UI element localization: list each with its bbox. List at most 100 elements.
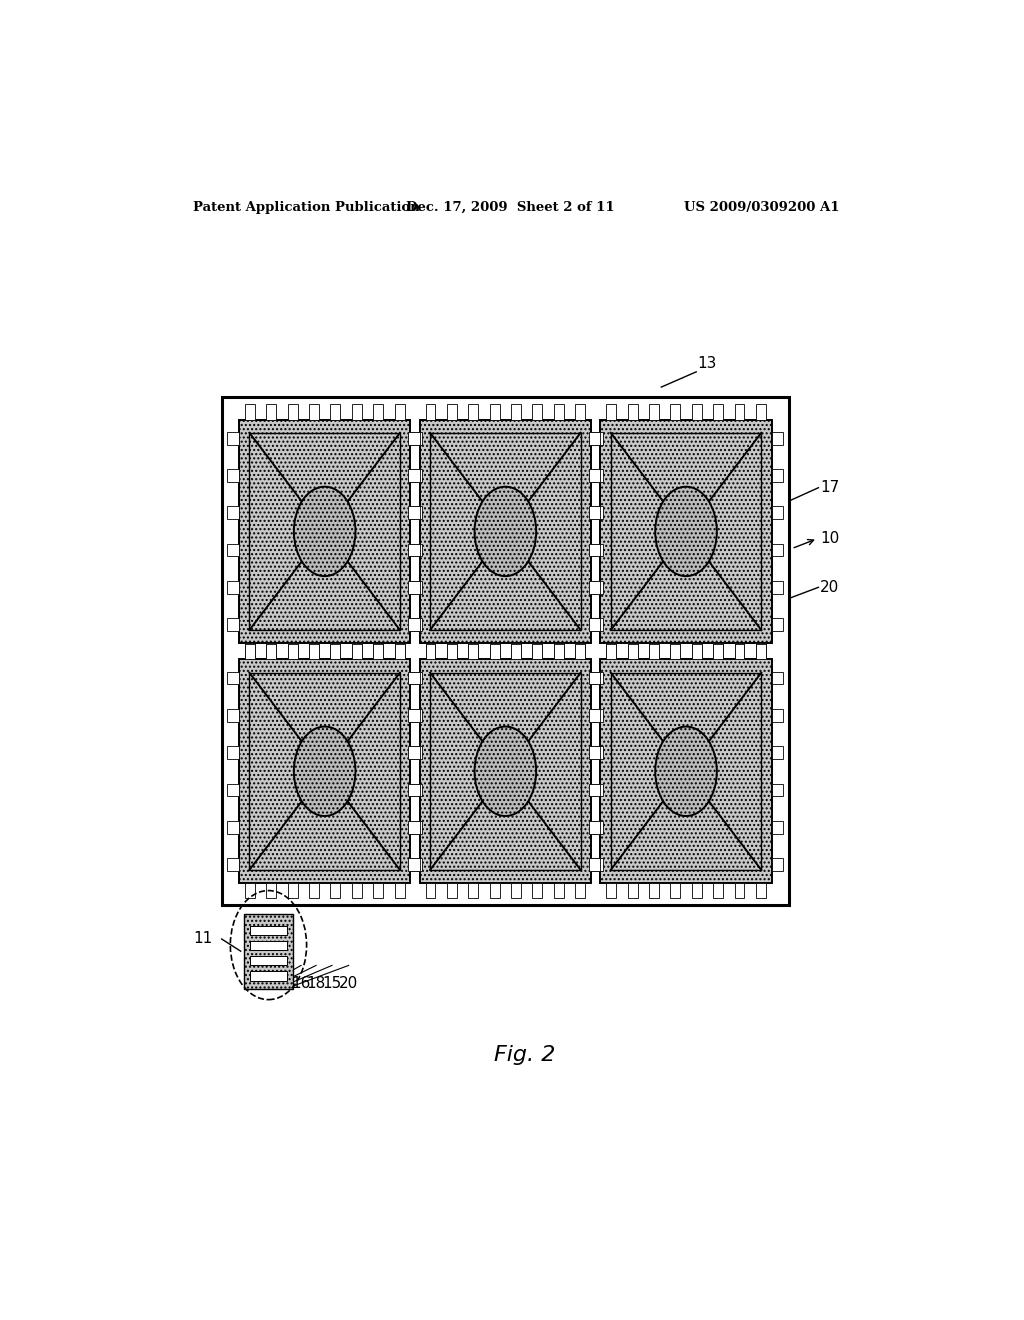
- Text: Fig. 2: Fig. 2: [495, 1045, 555, 1065]
- Bar: [394, 643, 404, 659]
- Bar: [772, 432, 783, 445]
- Bar: [468, 404, 478, 420]
- Bar: [591, 709, 603, 722]
- Bar: [606, 643, 616, 659]
- Bar: [772, 858, 783, 871]
- Bar: [554, 644, 564, 660]
- Bar: [772, 821, 783, 833]
- Bar: [373, 643, 383, 659]
- Bar: [772, 581, 783, 594]
- Bar: [468, 644, 478, 660]
- Bar: [591, 507, 603, 519]
- Text: US 2009/0309200 A1: US 2009/0309200 A1: [684, 201, 839, 214]
- Text: Patent Application Publication: Patent Application Publication: [194, 201, 420, 214]
- Ellipse shape: [294, 487, 355, 576]
- Bar: [426, 404, 435, 420]
- Bar: [309, 643, 318, 659]
- Bar: [411, 507, 422, 519]
- Bar: [532, 643, 543, 659]
- Bar: [591, 746, 603, 759]
- Bar: [692, 883, 701, 899]
- Bar: [446, 644, 457, 660]
- Bar: [692, 644, 701, 660]
- Bar: [671, 644, 680, 660]
- Bar: [352, 643, 361, 659]
- Bar: [411, 858, 422, 871]
- Bar: [266, 643, 276, 659]
- Text: 15: 15: [323, 975, 342, 990]
- Bar: [591, 581, 603, 594]
- Bar: [227, 709, 239, 722]
- Bar: [227, 746, 239, 759]
- Bar: [426, 883, 435, 899]
- Bar: [408, 821, 420, 833]
- Bar: [446, 404, 457, 420]
- Bar: [591, 821, 603, 833]
- Text: 12: 12: [274, 975, 293, 990]
- Bar: [772, 507, 783, 519]
- Bar: [309, 644, 318, 660]
- Bar: [468, 883, 478, 899]
- Text: 20: 20: [820, 579, 840, 595]
- Bar: [628, 643, 638, 659]
- Bar: [250, 941, 287, 950]
- Bar: [671, 643, 680, 659]
- Bar: [239, 420, 411, 643]
- Bar: [266, 883, 276, 899]
- Bar: [468, 643, 478, 659]
- Bar: [756, 883, 766, 899]
- Bar: [408, 469, 420, 482]
- Text: 18: 18: [306, 975, 326, 990]
- Bar: [772, 709, 783, 722]
- Bar: [606, 883, 616, 899]
- Bar: [511, 883, 521, 899]
- Bar: [713, 883, 723, 899]
- Bar: [227, 469, 239, 482]
- Bar: [575, 883, 585, 899]
- Bar: [532, 404, 543, 420]
- Bar: [713, 404, 723, 420]
- Bar: [671, 404, 680, 420]
- Bar: [245, 643, 255, 659]
- Bar: [489, 404, 500, 420]
- Bar: [692, 643, 701, 659]
- Bar: [489, 883, 500, 899]
- Bar: [489, 643, 500, 659]
- Bar: [250, 433, 400, 630]
- Bar: [734, 644, 744, 660]
- Bar: [411, 544, 422, 557]
- Bar: [600, 660, 772, 883]
- Bar: [288, 643, 298, 659]
- Bar: [649, 404, 658, 420]
- Bar: [426, 644, 435, 660]
- Bar: [628, 644, 638, 660]
- Bar: [411, 432, 422, 445]
- Bar: [554, 404, 564, 420]
- Bar: [575, 644, 585, 660]
- Bar: [649, 643, 658, 659]
- Bar: [266, 404, 276, 420]
- Bar: [411, 672, 422, 685]
- Bar: [227, 432, 239, 445]
- Bar: [591, 618, 603, 631]
- Bar: [408, 746, 420, 759]
- Bar: [772, 746, 783, 759]
- Bar: [408, 432, 420, 445]
- Bar: [394, 644, 404, 660]
- Bar: [756, 643, 766, 659]
- Bar: [244, 913, 293, 989]
- Bar: [589, 432, 600, 445]
- Bar: [575, 404, 585, 420]
- Bar: [373, 644, 383, 660]
- Text: 13: 13: [697, 356, 717, 371]
- Text: 10: 10: [820, 531, 840, 546]
- Bar: [589, 784, 600, 796]
- Bar: [331, 644, 340, 660]
- Bar: [426, 643, 435, 659]
- Bar: [430, 433, 581, 630]
- Bar: [511, 644, 521, 660]
- Bar: [394, 883, 404, 899]
- Bar: [239, 660, 411, 883]
- Bar: [373, 883, 383, 899]
- Bar: [649, 644, 658, 660]
